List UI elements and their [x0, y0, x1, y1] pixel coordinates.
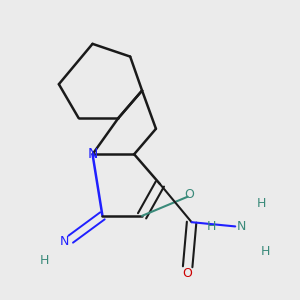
Text: H: H: [40, 254, 49, 267]
Text: O: O: [183, 267, 193, 280]
Text: H: H: [257, 196, 266, 210]
Text: N: N: [59, 235, 69, 248]
Text: O: O: [185, 188, 195, 201]
Text: N: N: [237, 220, 247, 233]
Text: N: N: [87, 147, 98, 161]
Text: H: H: [207, 220, 216, 233]
Text: H: H: [261, 245, 270, 258]
